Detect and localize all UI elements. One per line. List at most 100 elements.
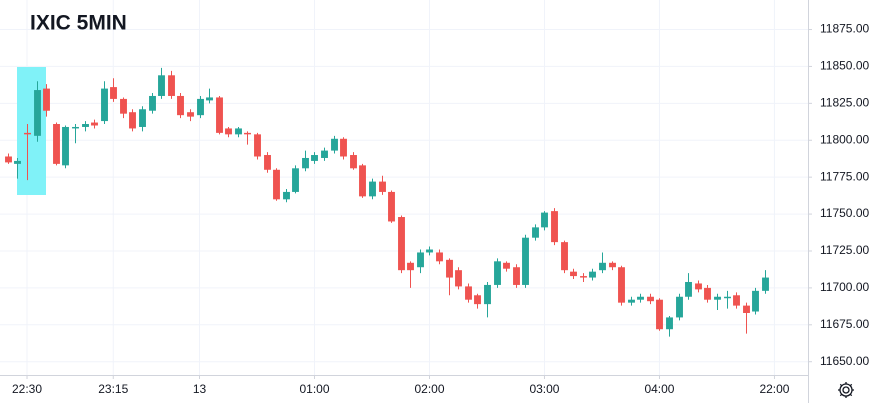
candle-body (580, 276, 587, 278)
candle-body (733, 295, 740, 306)
candle-body (168, 75, 175, 96)
y-tick-label: 11725.00 (820, 243, 869, 257)
candle-body (666, 317, 673, 330)
candle-body (120, 98, 127, 114)
candle-body (379, 181, 386, 192)
candle-body (388, 191, 395, 222)
candle-body (637, 296, 644, 300)
candle-body (522, 237, 529, 285)
candle-body (513, 267, 520, 285)
x-tick-label: 02:00 (414, 382, 444, 396)
candle-body (436, 252, 443, 262)
candle-body (541, 212, 548, 228)
y-tick-label: 11675.00 (820, 317, 869, 331)
candle-body (704, 287, 711, 300)
candle-body (139, 109, 146, 127)
candle-body (34, 90, 41, 136)
candle-body (743, 305, 750, 313)
x-tick-label: 23:15 (98, 382, 128, 396)
candle-body (177, 95, 184, 116)
candle-body (110, 87, 117, 99)
y-tick-label: 11875.00 (820, 22, 869, 36)
candle-body (714, 296, 721, 300)
candle-body (752, 290, 759, 312)
candle-body (331, 138, 338, 151)
candle-body (264, 155, 271, 170)
axes: 11650.00 11675.00 11700.00 11725.00 11750.00… (12, 22, 869, 396)
candle-body (599, 262, 606, 271)
candle-body (302, 157, 309, 169)
y-tick-label: 11650.00 (820, 354, 869, 368)
candles (5, 67, 769, 337)
x-tick-label: 22:30 (12, 382, 42, 396)
candle-body (762, 277, 769, 291)
candle-body (225, 128, 232, 135)
candle-body (311, 155, 318, 161)
candle-body (455, 270, 462, 287)
x-tick-label: 01:00 (299, 382, 329, 396)
y-tick-label: 11700.00 (820, 280, 869, 294)
candle-body (235, 128, 242, 135)
candle-body (62, 126, 69, 166)
candle-body (570, 271, 577, 277)
chart-title: IXIC 5MIN (30, 12, 127, 35)
candle-body (292, 168, 299, 192)
y-tick-label: 11850.00 (820, 59, 869, 73)
candle-body (676, 296, 683, 318)
candle-body (407, 262, 414, 271)
candle-body (321, 150, 328, 158)
candle-body (254, 134, 261, 157)
candle-body (273, 169, 280, 200)
candle-body (685, 281, 692, 297)
candle-body (417, 252, 424, 268)
candle-body (158, 75, 165, 96)
x-tick-label: 13 (193, 382, 207, 396)
candle-body (647, 296, 654, 302)
candle-body (628, 299, 635, 303)
candle-body (695, 283, 702, 290)
y-tick-label: 11775.00 (820, 169, 869, 183)
candle-body (551, 211, 558, 243)
candle-body (91, 122, 98, 126)
candle-body (503, 262, 510, 269)
candle-body (618, 267, 625, 303)
candle-body (216, 97, 223, 133)
candle-body (465, 286, 472, 300)
x-tick-label: 22:00 (759, 382, 789, 396)
candle-body (609, 262, 616, 268)
candle-body (532, 227, 539, 238)
candle-body (206, 97, 213, 101)
grid (0, 0, 808, 375)
candle-body (72, 126, 79, 129)
x-tick-label: 04:00 (644, 382, 674, 396)
y-tick-label: 11800.00 (820, 132, 869, 146)
candle-body (589, 271, 596, 278)
candle-body (14, 160, 21, 164)
highlight-box (17, 67, 46, 195)
candle-body (244, 132, 251, 135)
candle-body (350, 155, 357, 169)
candle-body (82, 124, 89, 127)
candle-body (101, 88, 108, 122)
candle-body (446, 259, 453, 278)
candle-body (24, 132, 31, 135)
candle-body (197, 98, 204, 116)
candle-body (283, 191, 290, 200)
candle-body (53, 124, 60, 164)
candle-body (43, 88, 50, 111)
candle-body (129, 112, 136, 129)
candle-body (359, 165, 366, 197)
candle-body (149, 95, 156, 111)
candle-body (369, 181, 376, 197)
y-tick-label: 11825.00 (820, 96, 869, 110)
candle-body (724, 296, 731, 299)
candle-body (474, 295, 481, 305)
x-tick-label: 03:00 (529, 382, 559, 396)
candle-body (484, 284, 491, 305)
candle-body (340, 138, 347, 157)
candle-body (187, 112, 194, 117)
candle-body (5, 156, 12, 163)
candle-body (656, 299, 663, 330)
settings-icon[interactable] (838, 382, 854, 398)
